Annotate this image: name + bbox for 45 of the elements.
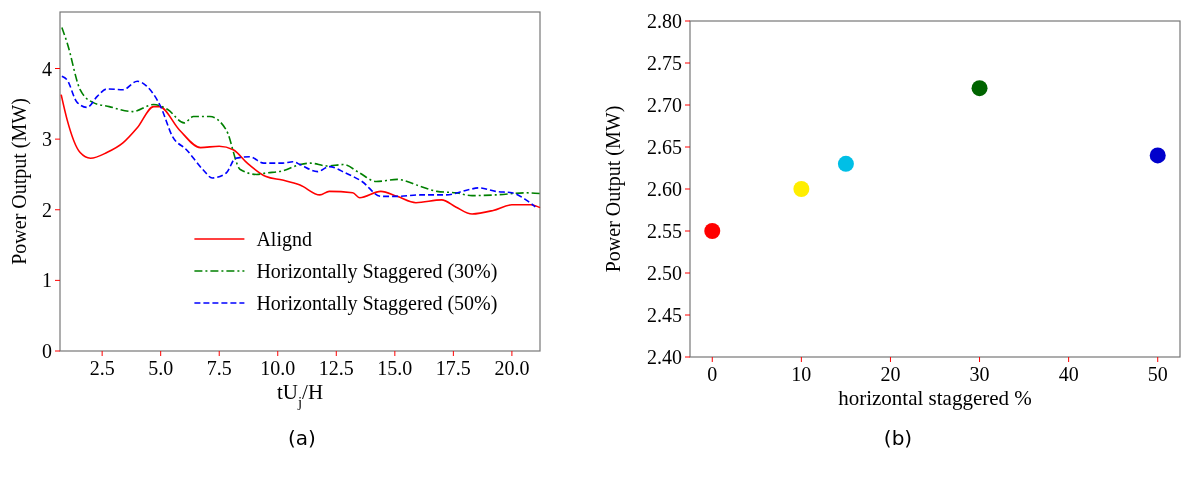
y-tick-label: 0 — [42, 340, 52, 362]
x-axis-title: horizontal staggered % — [838, 386, 1032, 410]
x-axis-title: tU$_{j}$/H — [276, 380, 324, 410]
y-tick-label: 2.75 — [647, 52, 682, 74]
y-tick-label: 2.80 — [647, 10, 682, 32]
y-tick-label: 2.55 — [647, 220, 682, 242]
y-tick-label: 2 — [42, 198, 52, 221]
y-axis-title: Power Output (MW) — [602, 105, 625, 273]
x-tick-label: 20.0 — [494, 357, 530, 379]
x-tick-label: 12.5 — [318, 357, 354, 379]
line-series — [61, 75, 537, 208]
text: (a) — [288, 426, 316, 450]
x-tick-label: 7.5 — [206, 357, 232, 379]
x-tick-label: 10 — [791, 363, 812, 385]
text: (b) — [883, 426, 913, 450]
y-tick-label: 2.45 — [647, 304, 682, 326]
y-tick-label: 3 — [42, 128, 52, 151]
point — [793, 181, 810, 197]
legend-label: Horizontally Staggered (50%) — [256, 292, 498, 315]
line-series — [60, 93, 541, 215]
x-tick-label: 2.5 — [89, 357, 115, 379]
y-tick-label: 2.40 — [647, 346, 682, 368]
point — [1149, 147, 1166, 164]
legend-label: Horizontally Staggered (30%) — [256, 260, 498, 283]
y-axis-title: Power Output (MW) — [8, 98, 31, 265]
x-tick-label: 5.0 — [148, 357, 174, 379]
x-tick-label: 10.0 — [260, 357, 296, 379]
y-tick-label: 2.60 — [647, 178, 682, 200]
y-tick-label: 2.65 — [647, 136, 682, 158]
x-tick-label: 17.5 — [435, 357, 471, 379]
point — [704, 223, 721, 239]
x-tick-label: 30 — [969, 363, 990, 385]
x-tick-label: 40 — [1058, 363, 1079, 385]
point — [971, 80, 988, 97]
line-series — [61, 26, 541, 197]
point — [837, 155, 854, 172]
y-tick-label: 1 — [42, 269, 52, 292]
x-tick-label: 50 — [1147, 363, 1168, 385]
x-tick-label: 15.0 — [377, 357, 413, 379]
y-tick-label: 4 — [42, 57, 52, 80]
y-tick-label: 2.70 — [647, 94, 682, 116]
legend-label: Alignd — [256, 228, 312, 251]
x-tick-label: 20 — [880, 363, 901, 385]
y-tick-label: 2.50 — [647, 262, 682, 284]
x-tick-label: 0 — [707, 363, 718, 385]
